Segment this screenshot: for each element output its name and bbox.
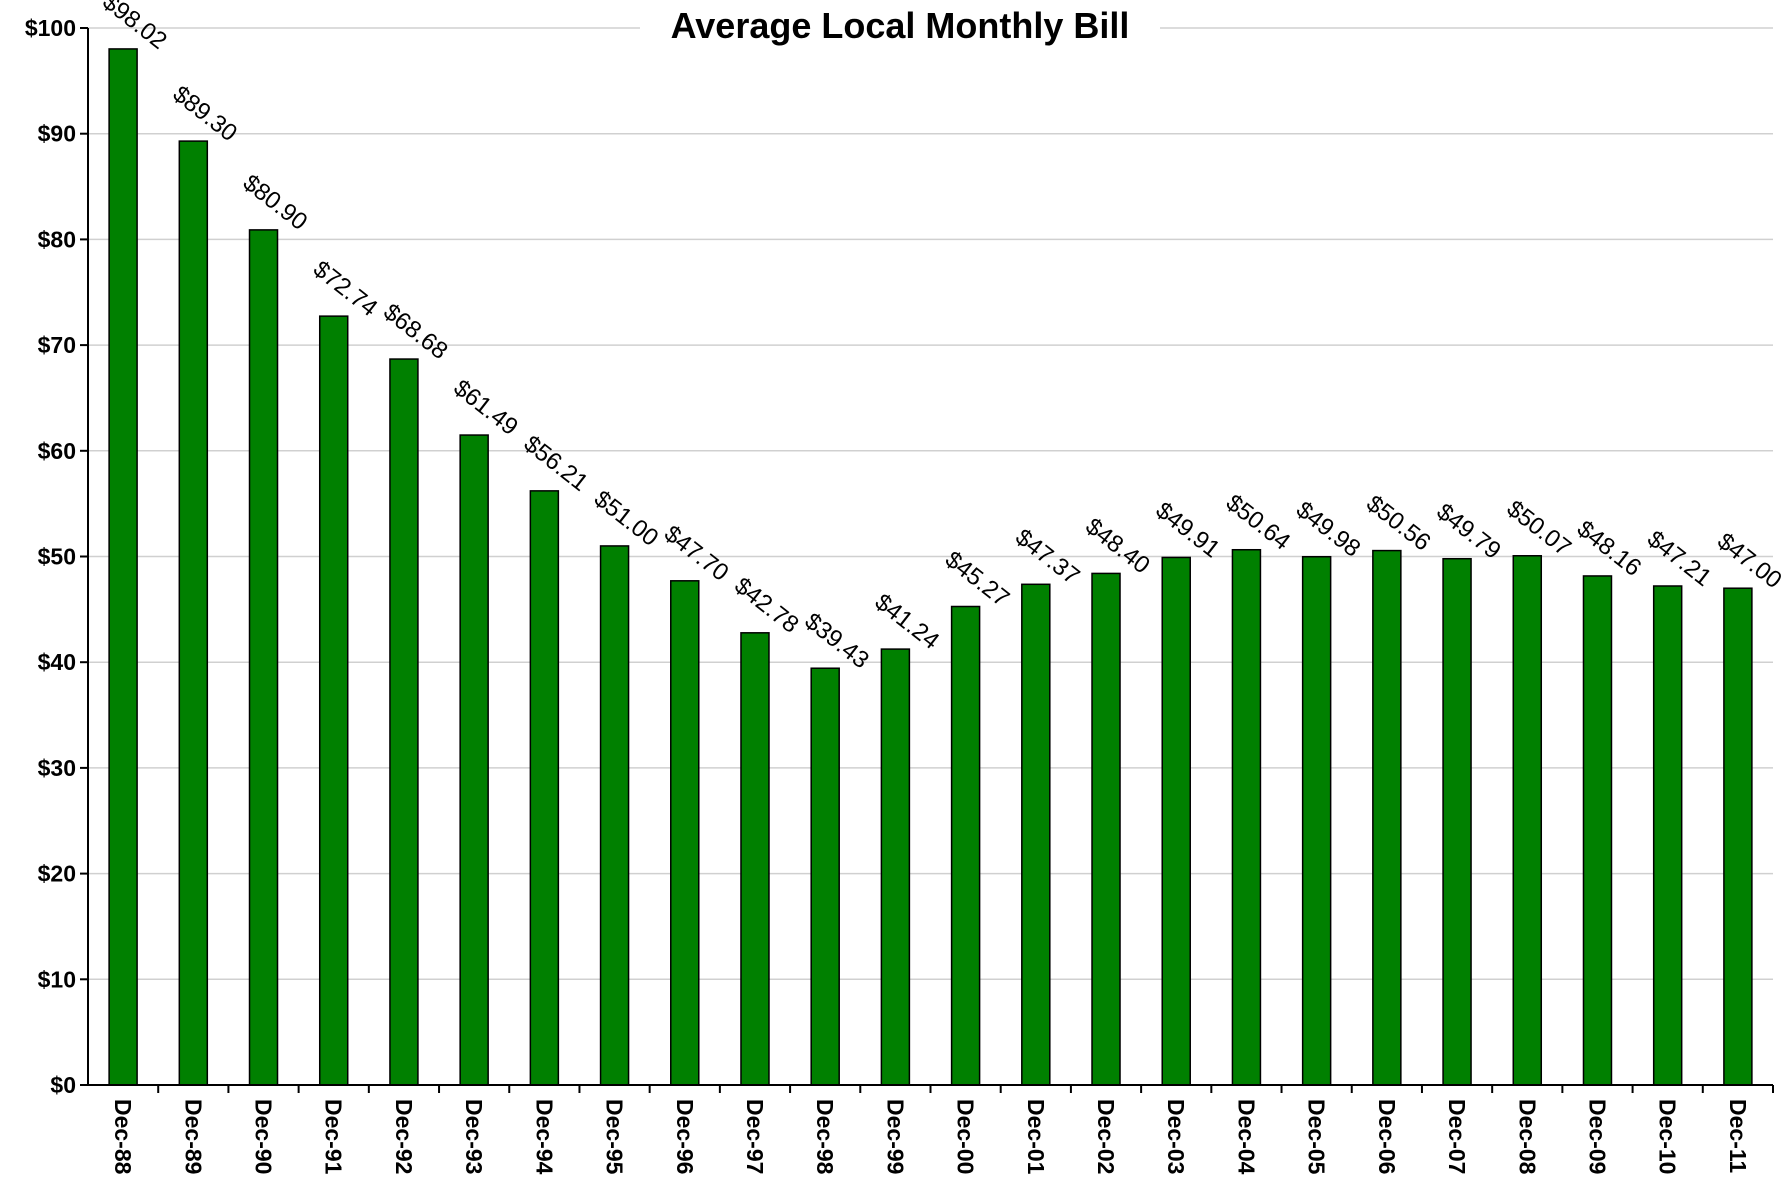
data-label: $51.00 bbox=[589, 485, 663, 551]
x-tick-label: Dec-88 bbox=[110, 1099, 136, 1175]
bar-dec-98 bbox=[811, 668, 839, 1085]
x-tick-label: Dec-04 bbox=[1233, 1099, 1259, 1175]
bar-dec-08 bbox=[1513, 556, 1541, 1085]
bar-dec-95 bbox=[601, 546, 629, 1085]
x-tick-label: Dec-10 bbox=[1655, 1099, 1681, 1174]
x-tick-label: Dec-99 bbox=[882, 1099, 908, 1174]
bar-dec-11 bbox=[1724, 588, 1752, 1085]
x-tick-label: Dec-96 bbox=[672, 1099, 698, 1174]
x-tick-label: Dec-95 bbox=[602, 1099, 628, 1175]
bar-dec-06 bbox=[1373, 551, 1401, 1085]
data-label: $48.40 bbox=[1080, 513, 1154, 579]
data-label: $42.78 bbox=[729, 572, 803, 638]
data-label: $50.56 bbox=[1361, 490, 1435, 556]
x-tick-label: Dec-93 bbox=[461, 1099, 487, 1174]
bar-dec-97 bbox=[741, 633, 769, 1085]
data-label: $47.21 bbox=[1642, 525, 1716, 591]
data-label: $61.49 bbox=[448, 375, 522, 441]
bar-dec-99 bbox=[881, 649, 909, 1085]
bar-dec-05 bbox=[1303, 557, 1331, 1085]
bar-dec-91 bbox=[320, 316, 348, 1085]
x-tick-label: Dec-08 bbox=[1514, 1099, 1540, 1175]
data-label: $80.90 bbox=[238, 169, 312, 235]
data-label: $39.43 bbox=[799, 608, 873, 674]
bar-dec-02 bbox=[1092, 573, 1120, 1085]
bar-dec-96 bbox=[671, 581, 699, 1085]
data-label: $56.21 bbox=[519, 430, 593, 496]
bar-dec-89 bbox=[179, 141, 207, 1085]
bar-dec-03 bbox=[1162, 557, 1190, 1085]
chart-title: Average Local Monthly Bill bbox=[671, 5, 1130, 46]
bars bbox=[109, 49, 1773, 1093]
data-label: $48.16 bbox=[1572, 515, 1646, 581]
x-tick-label: Dec-90 bbox=[251, 1099, 277, 1174]
x-tick-label: Dec-97 bbox=[742, 1099, 768, 1174]
y-tick-label: $10 bbox=[38, 966, 76, 992]
x-tick-label: Dec-89 bbox=[180, 1099, 206, 1174]
y-tick-label: $20 bbox=[38, 861, 76, 887]
data-label: $41.24 bbox=[870, 589, 944, 655]
y-tick-label: $30 bbox=[38, 755, 76, 781]
bar-dec-93 bbox=[460, 435, 488, 1085]
data-label: $72.74 bbox=[308, 256, 382, 322]
bar-dec-01 bbox=[1022, 584, 1050, 1085]
x-tick-label: Dec-94 bbox=[531, 1099, 557, 1175]
x-tick-label: Dec-00 bbox=[953, 1099, 979, 1174]
y-tick-labels: $0 $10 $20 $30 $40 $50 $60 $70 $80 $90 $100 bbox=[25, 15, 76, 1098]
x-tick-labels: Dec-88 Dec-89 Dec-90 Dec-91 Dec-92 Dec-93 Dec-… bbox=[110, 1099, 1751, 1175]
x-tick-label: Dec-01 bbox=[1023, 1099, 1049, 1175]
x-tick-label: Dec-11 bbox=[1725, 1099, 1751, 1173]
data-label: $49.79 bbox=[1431, 498, 1505, 564]
x-tick-label: Dec-06 bbox=[1374, 1099, 1400, 1174]
y-tick-label: $60 bbox=[38, 438, 76, 464]
y-tick-label: $80 bbox=[38, 226, 76, 252]
data-label: $49.91 bbox=[1151, 497, 1225, 563]
bar-dec-04 bbox=[1232, 550, 1260, 1085]
bar-dec-10 bbox=[1654, 586, 1682, 1085]
bar-dec-00 bbox=[952, 606, 980, 1085]
bar-dec-92 bbox=[390, 359, 418, 1085]
data-label: $47.00 bbox=[1712, 528, 1781, 594]
bar-dec-94 bbox=[530, 491, 558, 1085]
y-tick-label: $70 bbox=[38, 332, 76, 358]
y-tick-label: $90 bbox=[38, 121, 76, 147]
data-label: $89.30 bbox=[168, 81, 242, 147]
data-label: $47.70 bbox=[659, 520, 733, 586]
data-label: $49.98 bbox=[1291, 496, 1365, 562]
x-tick-label: Dec-92 bbox=[391, 1099, 417, 1174]
bar-dec-88 bbox=[109, 49, 137, 1085]
y-tick-label: $50 bbox=[38, 544, 76, 570]
bar-dec-09 bbox=[1583, 576, 1611, 1085]
bar-dec-07 bbox=[1443, 559, 1471, 1085]
y-tick-label: $0 bbox=[50, 1072, 76, 1098]
data-label: $50.64 bbox=[1221, 489, 1295, 555]
bar-dec-90 bbox=[250, 230, 278, 1085]
x-tick-label: Dec-98 bbox=[812, 1099, 838, 1175]
y-tick-label: $40 bbox=[38, 649, 76, 675]
x-tick-label: Dec-05 bbox=[1304, 1099, 1330, 1175]
x-tick-label: Dec-02 bbox=[1093, 1099, 1119, 1174]
x-tick-label: Dec-91 bbox=[321, 1099, 347, 1175]
y-tick-label: $100 bbox=[25, 15, 76, 41]
x-tick-label: Dec-07 bbox=[1444, 1099, 1470, 1174]
data-label: $50.07 bbox=[1502, 495, 1576, 561]
x-tick-label: Dec-09 bbox=[1584, 1099, 1610, 1174]
data-label: $68.68 bbox=[378, 299, 452, 365]
x-tick-label: Dec-03 bbox=[1163, 1099, 1189, 1174]
